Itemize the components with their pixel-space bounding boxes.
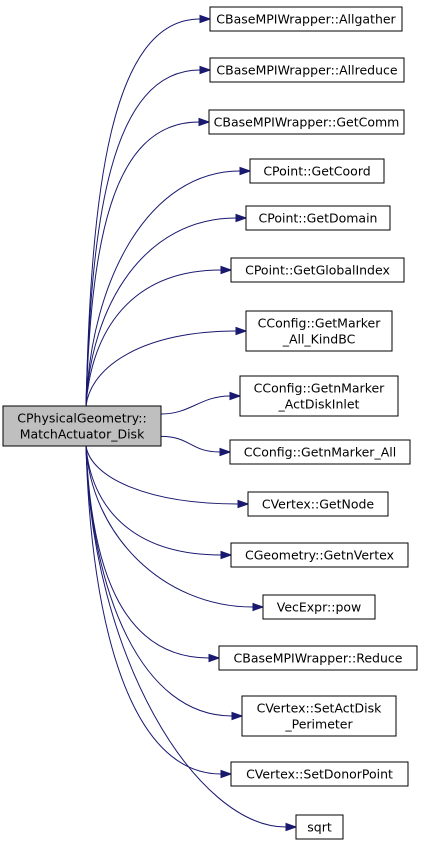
node-allreduce[interactable]: CBaseMPIWrapper::Allreduce: [210, 58, 404, 82]
node-getcoord[interactable]: CPoint::GetCoord: [250, 159, 384, 183]
node-label-line: CConfig::GetMarker: [258, 316, 382, 331]
edge-pow: [86, 446, 263, 611]
node-label-line: CConfig::GetnMarker_All: [244, 445, 396, 460]
node-label-line: CVertex::SetActDisk: [257, 701, 383, 716]
node-label-line: CVertex::SetDonorPoint: [246, 767, 393, 782]
edge-getnvertex: [86, 446, 231, 559]
edge-allreduce: [86, 67, 210, 407]
root-node[interactable]: CPhysicalGeometry::MatchActuator_Disk: [3, 406, 161, 446]
node-label-line: CPoint::GetDomain: [259, 211, 378, 226]
edge-getnmarker-actdiskinlet: [161, 393, 240, 415]
node-getglobalindex[interactable]: CPoint::GetGlobalIndex: [231, 258, 404, 282]
node-getdomain[interactable]: CPoint::GetDomain: [246, 206, 390, 230]
node-reduce[interactable]: CBaseMPIWrapper::Reduce: [219, 646, 417, 670]
node-getnvertex[interactable]: CGeometry::GetnVertex: [231, 543, 408, 567]
node-label-line: CPoint::GetGlobalIndex: [245, 263, 390, 278]
node-label-line: VecExpr::pow: [277, 600, 362, 615]
node-label-line: CBaseMPIWrapper::GetComm: [214, 115, 400, 130]
node-label-line: _All_KindBC: [282, 332, 356, 347]
node-label-line: CVertex::GetNode: [262, 497, 375, 512]
node-label-line: CConfig::GetnMarker: [254, 381, 386, 396]
edge-getnode: [86, 446, 248, 508]
node-pow[interactable]: VecExpr::pow: [263, 595, 375, 619]
node-getnmarker-all[interactable]: CConfig::GetnMarker_All: [230, 440, 410, 464]
edge-getdomain: [86, 215, 246, 407]
node-getnmarker-actdiskinlet[interactable]: CConfig::GetnMarker_ActDiskInlet: [240, 376, 398, 416]
node-getcomm[interactable]: CBaseMPIWrapper::GetComm: [209, 110, 404, 134]
edge-getcoord: [86, 168, 250, 407]
node-sqrt[interactable]: sqrt: [296, 815, 343, 839]
node-label-line: CPoint::GetCoord: [263, 164, 370, 179]
node-getmarker-all-kindbc[interactable]: CConfig::GetMarker_All_KindBC: [246, 311, 392, 351]
node-label-line: CBaseMPIWrapper::Allreduce: [216, 63, 397, 78]
edge-getnmarker-all: [161, 436, 230, 455]
edge-getmarker-all-kindbc: [86, 328, 246, 407]
edge-getcomm: [86, 119, 209, 407]
node-label-line: CGeometry::GetnVertex: [245, 548, 394, 563]
node-setactdisk-perimeter[interactable]: CVertex::SetActDisk_Perimeter: [242, 696, 396, 736]
node-label-line: _Perimeter: [284, 717, 353, 732]
node-getnode[interactable]: CVertex::GetNode: [248, 492, 388, 516]
node-allgather[interactable]: CBaseMPIWrapper::Allgather: [210, 7, 402, 31]
node-label-line: CBaseMPIWrapper::Allgather: [216, 12, 396, 27]
node-label-line: MatchActuator_Disk: [20, 427, 145, 442]
node-label-line: CBaseMPIWrapper::Reduce: [234, 651, 403, 666]
node-setdonorpoint[interactable]: CVertex::SetDonorPoint: [231, 762, 408, 786]
node-label-line: _ActDiskInlet: [278, 397, 360, 412]
node-label-line: CPhysicalGeometry::: [17, 411, 146, 426]
node-label-line: sqrt: [307, 820, 332, 835]
edge-allgather: [86, 16, 210, 407]
